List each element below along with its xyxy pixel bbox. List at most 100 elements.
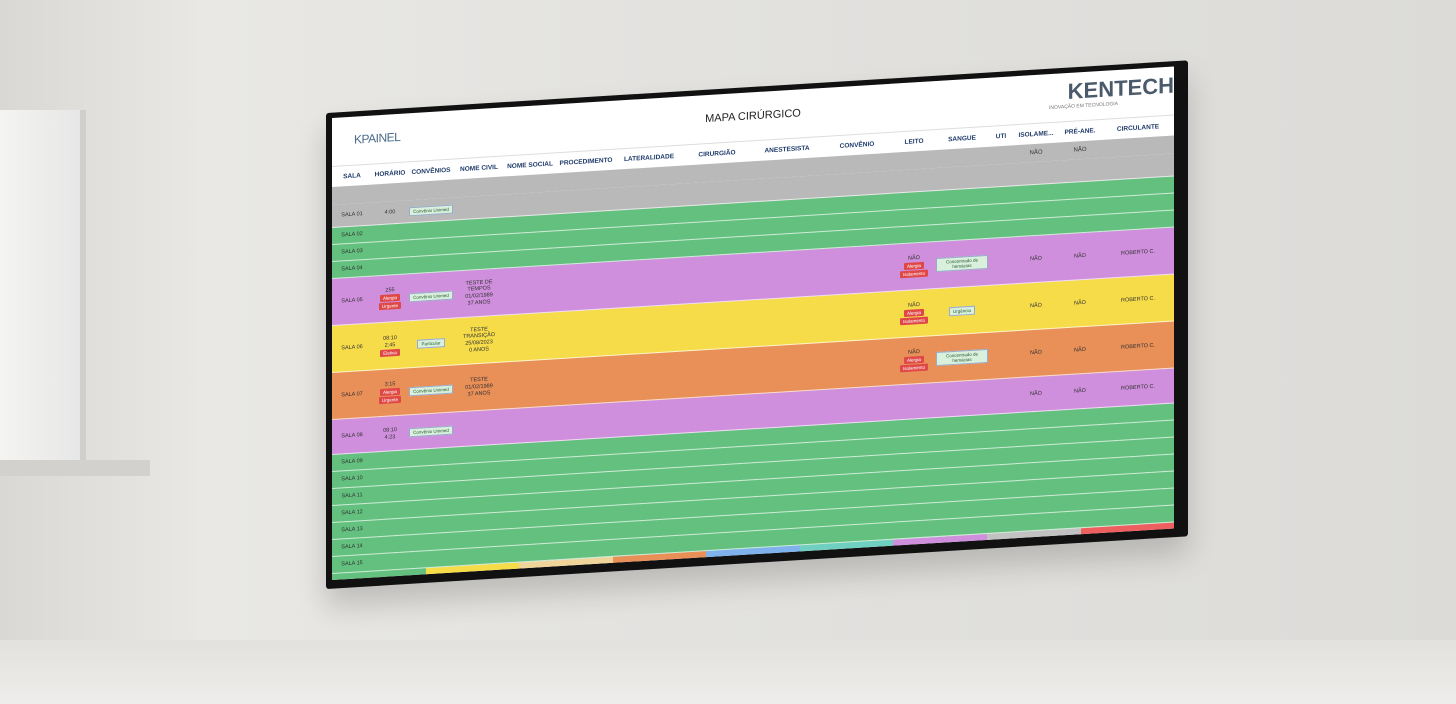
cell [822, 268, 892, 272]
spacer [332, 194, 372, 196]
cell [1058, 501, 1102, 504]
cell [682, 276, 752, 280]
spacer [616, 175, 682, 179]
cell [616, 375, 682, 379]
cell [988, 455, 1014, 457]
cell: SALA 14 [332, 543, 372, 551]
room-name: SALA 12 [341, 509, 363, 517]
spacer [372, 191, 408, 193]
cell [682, 190, 752, 194]
insurance-tag: Convênio Unimed [409, 204, 453, 216]
cell [372, 231, 408, 233]
cell [752, 240, 822, 244]
cell [936, 508, 988, 511]
cell: NÃO [1014, 302, 1058, 311]
cell [556, 497, 616, 501]
circulating-nurse: ROBERTO C. [1120, 342, 1156, 351]
cell [822, 182, 892, 186]
cell [752, 484, 822, 488]
time-tag: Alergia [379, 293, 400, 303]
time: 08:10 [383, 334, 397, 342]
cell: NÃO Alergia Isolamento [892, 254, 936, 279]
cell [682, 323, 752, 327]
circulating-nurse: ROBERTO C. [1120, 248, 1156, 257]
cell [504, 534, 556, 537]
cell [454, 242, 504, 245]
cell [504, 423, 556, 426]
cell [1058, 518, 1102, 521]
cell [454, 520, 504, 523]
cell [556, 463, 616, 467]
pre-anesthesia: NÃO [1074, 387, 1086, 395]
cell [988, 523, 1014, 525]
isolation: NÃO [1030, 349, 1042, 357]
bed-tag: Alergia [903, 355, 924, 365]
cell [752, 319, 822, 323]
cell [556, 253, 616, 257]
cell [1014, 172, 1058, 175]
cell [752, 186, 822, 190]
spacer [752, 166, 822, 170]
cell [752, 366, 822, 370]
bed-tag: Alergia [903, 308, 924, 318]
floor [0, 640, 1456, 704]
room-name: SALA 09 [341, 458, 363, 466]
cell: NÃO Alergia Isolamento [892, 301, 936, 326]
time: 2:45 [384, 341, 396, 349]
spacer [454, 185, 504, 188]
cell [556, 219, 616, 223]
column-title: HORÁRIO [374, 169, 406, 178]
cell [822, 403, 892, 407]
cell: SALA 06 [332, 344, 372, 352]
cell [408, 507, 454, 510]
cell [1102, 446, 1174, 450]
cell: SALA 08 [332, 432, 372, 440]
cell: ROBERTO C. [1102, 342, 1174, 352]
cell [1102, 219, 1174, 223]
cell: SALA 01 [332, 211, 372, 219]
bed: NÃO [908, 349, 920, 356]
column-title: ISOLAME... [1018, 129, 1054, 139]
cell [616, 416, 682, 420]
column-title: LATERALIDADE [623, 152, 675, 163]
cell [616, 215, 682, 219]
cell: SALA 02 [332, 231, 372, 239]
column-title: CIRURGIÃO [698, 148, 736, 159]
rows: SALA 01 4:00 Convênio Unimed SALA 02 SALA 03… [332, 153, 1174, 574]
cell [616, 232, 682, 236]
cell [372, 543, 408, 545]
spacer [408, 189, 454, 192]
cell [1014, 436, 1058, 439]
cell [1102, 185, 1174, 189]
room-name: SALA 06 [341, 344, 363, 352]
cell [616, 459, 682, 463]
cell [892, 199, 936, 202]
cell [504, 551, 556, 554]
cell [752, 206, 822, 210]
cell [1058, 169, 1102, 172]
cell: Convênio Unimed [408, 290, 454, 302]
cell [936, 397, 988, 400]
cell [504, 449, 556, 452]
cell: SALA 07 [332, 391, 372, 399]
cell: Convênio Unimed [408, 204, 454, 216]
cell [682, 437, 752, 441]
cell [504, 500, 556, 503]
cell [372, 458, 408, 460]
spacer [504, 182, 556, 185]
cell [892, 494, 936, 497]
cell [1014, 470, 1058, 473]
cell: Particular [408, 337, 454, 349]
cell [936, 491, 988, 494]
column-title: SALA [343, 171, 361, 180]
bed-tag: Isolamento [899, 363, 928, 373]
brand: KENTECH [1067, 72, 1174, 105]
room-name: SALA 14 [341, 543, 363, 551]
bed-tag: Alergia [903, 261, 924, 271]
cell [556, 236, 616, 240]
cell [372, 475, 408, 477]
pre-anesthesia: NÃO [1074, 299, 1086, 307]
room-name: SALA 01 [341, 211, 363, 219]
cell [454, 225, 504, 228]
